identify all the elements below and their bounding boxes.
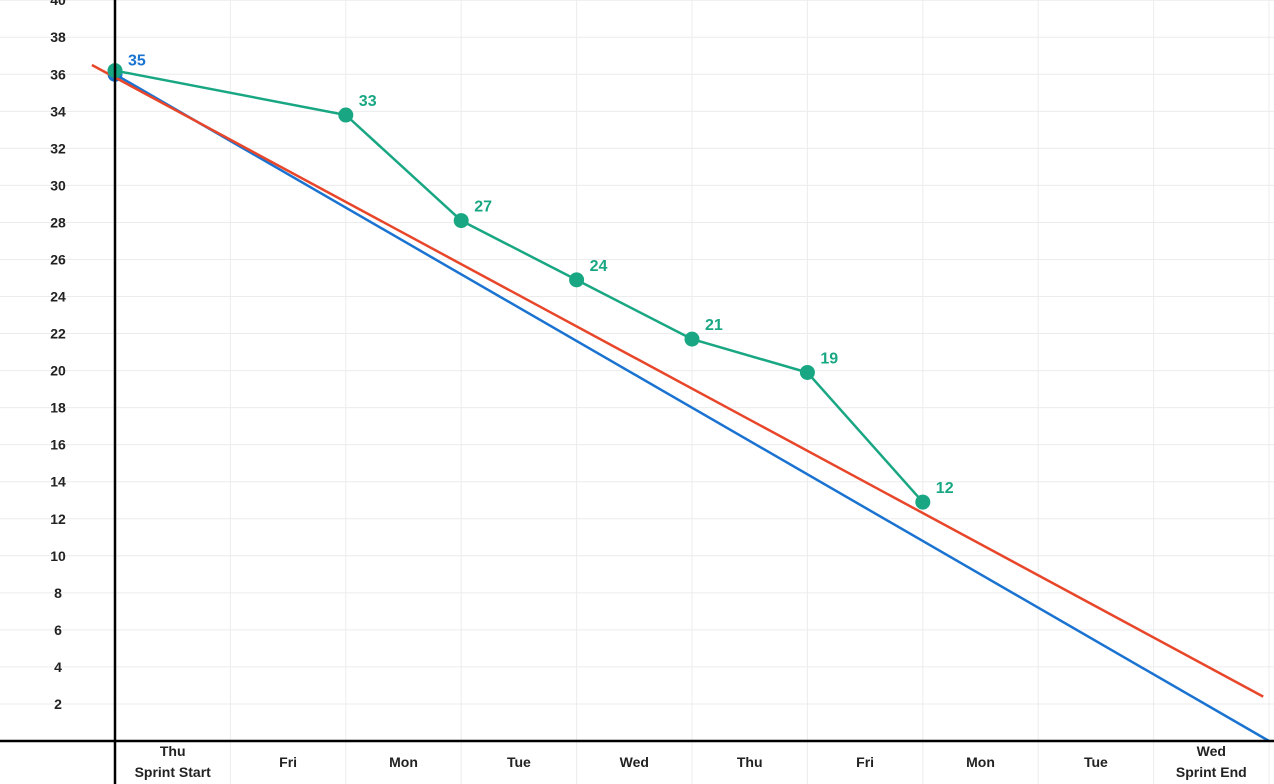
data-label: 35 bbox=[128, 52, 146, 69]
data-point bbox=[684, 331, 700, 347]
data-label: 33 bbox=[359, 93, 377, 110]
y-tick-label: 18 bbox=[50, 400, 66, 416]
data-labels: 35 33 27 24 21 19 12 bbox=[128, 52, 954, 497]
x-tick-label: Tue bbox=[507, 754, 531, 770]
x-tick-label: Mon bbox=[389, 754, 418, 770]
y-tick-label: 20 bbox=[50, 363, 66, 379]
y-tick-label: 32 bbox=[50, 140, 66, 156]
y-tick-label: 34 bbox=[50, 103, 66, 119]
x-tick-label: Fri bbox=[279, 754, 297, 770]
data-point bbox=[338, 107, 354, 123]
data-label: 24 bbox=[590, 258, 608, 275]
data-label: 19 bbox=[820, 350, 838, 367]
y-tick-label: 36 bbox=[50, 66, 66, 82]
x-tick-label: Tue bbox=[1084, 754, 1108, 770]
y-tick-label: 22 bbox=[50, 326, 66, 342]
y-tick-label: 24 bbox=[50, 289, 66, 305]
series-line-0 bbox=[114, 73, 1270, 743]
data-label: 21 bbox=[705, 317, 723, 334]
y-tick-label: 12 bbox=[50, 511, 66, 527]
data-label: 12 bbox=[936, 480, 954, 497]
x-tick-label: Thu bbox=[737, 754, 763, 770]
y-tick-label: 26 bbox=[50, 251, 66, 267]
series-line-2 bbox=[114, 69, 924, 503]
y-tick-label: 16 bbox=[50, 437, 66, 453]
y-tick-label: 40 bbox=[50, 0, 66, 8]
data-point bbox=[915, 494, 931, 510]
y-tick-label: 2 bbox=[54, 696, 62, 712]
series-line-1 bbox=[91, 63, 1264, 698]
data-point bbox=[453, 213, 469, 229]
x-tick-label: Wed Sprint End bbox=[1176, 743, 1247, 780]
data-point bbox=[569, 272, 585, 288]
y-tick-label: 38 bbox=[50, 29, 66, 45]
x-tick-label: Wed bbox=[620, 754, 649, 770]
y-tick-label: 10 bbox=[50, 548, 66, 564]
y-tick-label: 6 bbox=[54, 622, 62, 638]
data-point bbox=[799, 364, 815, 380]
y-tick-label: 14 bbox=[50, 474, 66, 490]
x-axis-tick-labels: Thu Sprint Start Fri Mon Tue Wed Thu Fri Mon Tue W… bbox=[135, 743, 1247, 780]
y-tick-label: 8 bbox=[54, 585, 62, 601]
series-group bbox=[91, 63, 1270, 743]
x-tick-label: Fri bbox=[856, 754, 874, 770]
y-tick-label: 4 bbox=[54, 659, 62, 675]
y-tick-label: 28 bbox=[50, 214, 66, 230]
data-label: 27 bbox=[474, 199, 492, 216]
y-tick-label: 30 bbox=[50, 177, 66, 193]
x-tick-label: Mon bbox=[966, 754, 995, 770]
x-tick-label: Thu Sprint Start bbox=[135, 743, 212, 780]
